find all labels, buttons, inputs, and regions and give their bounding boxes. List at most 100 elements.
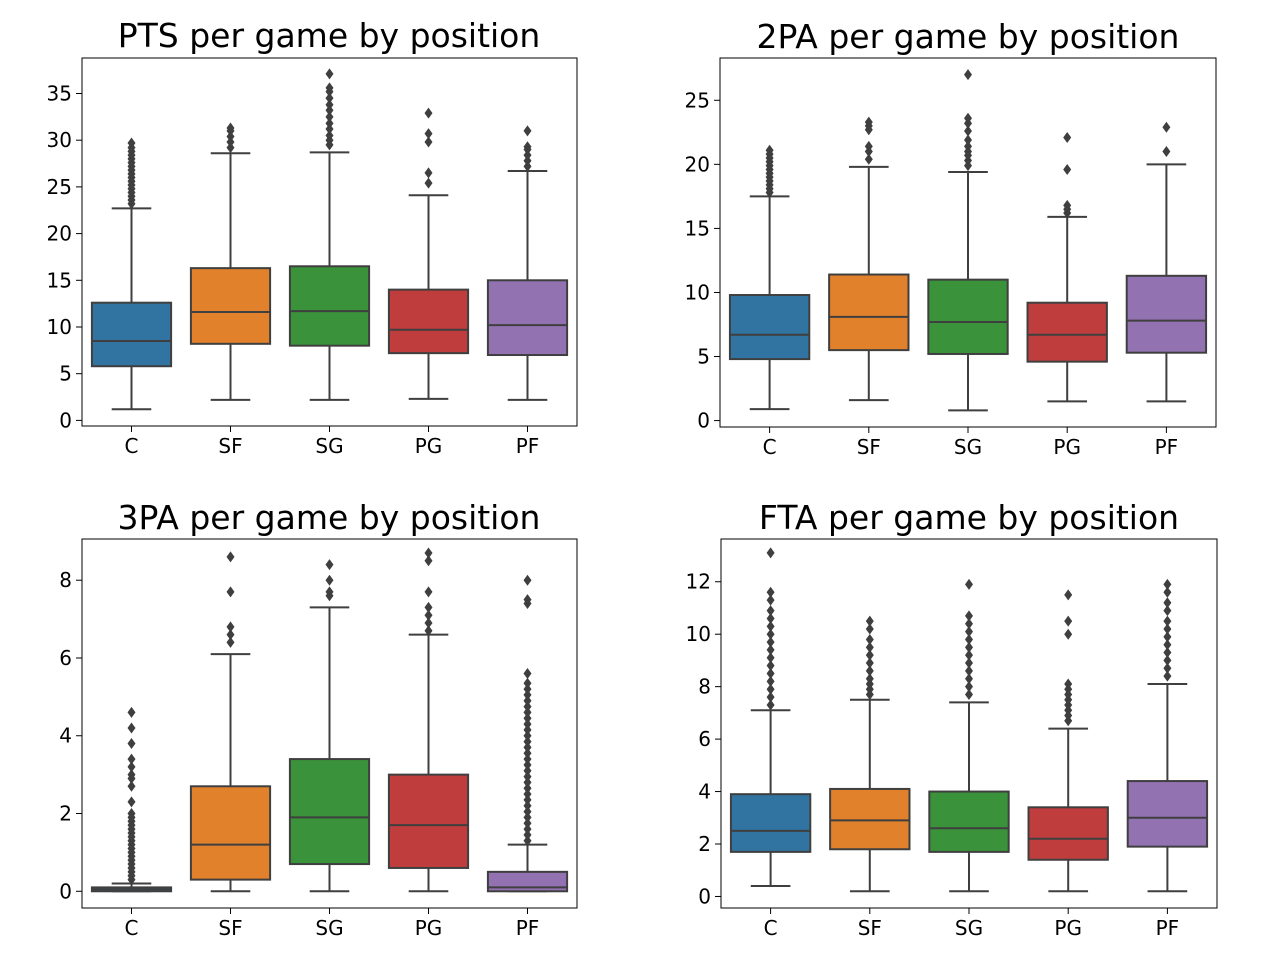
outlier-point [964,134,972,146]
outlier-point [523,160,532,172]
outlier-point [424,167,433,179]
box-sg [288,68,371,401]
y-tick-label: 2 [698,832,711,856]
outlier-point [127,706,136,718]
outlier-point [1163,662,1172,674]
outlier-point [766,594,775,606]
y-tick-label: 25 [685,88,710,112]
x-tick-label-pg: PG [1053,435,1081,459]
y-tick-label: 0 [698,884,711,908]
outlier-point [523,683,532,695]
x-tick-label-c: C [125,434,139,458]
outlier-point [226,621,235,633]
y-tick-label: 15 [47,268,72,292]
subplot-2pa: 2PA per game by position 0 5 10 15 20 25 C SF SG… [685,17,1217,459]
outlier-point [523,706,532,718]
box-pf [486,125,569,401]
box-sg [928,578,1010,893]
outlier-point [766,547,775,559]
y-tick-label: 5 [59,362,72,386]
y-axis: 0 2 4 6 8 10 12 [686,570,721,908]
y-axis: 0 2 4 6 8 [59,568,82,903]
outlier-point [1163,578,1172,590]
outlier-point [127,769,136,781]
x-tick-label-c: C [763,435,777,459]
outlier-point [766,683,775,695]
outlier-point [523,724,532,736]
outlier-point [127,753,136,765]
outlier-point [865,615,874,627]
outlier-point [1163,597,1172,609]
outlier-point [865,657,874,669]
x-tick-label-c: C [764,916,778,940]
outlier-point [965,657,973,669]
outlier-point [424,586,433,598]
outlier-point [965,673,973,685]
outlier-point [965,626,973,638]
outlier-point [325,68,334,80]
outlier-point [523,149,532,161]
y-axis: 0 5 10 15 20 25 30 35 [47,81,82,432]
outlier-point [325,117,334,129]
outlier-point [127,796,136,808]
outlier-point [864,153,873,165]
y-tick-label: 35 [47,81,72,105]
outlier-point [1063,131,1072,143]
outlier-point [523,829,532,841]
outlier-point [523,782,532,794]
y-tick-label: 8 [59,568,72,592]
y-tick-label: 0 [59,408,72,432]
outlier-point [865,623,874,635]
box-sg [927,69,1009,412]
box-pg [1027,589,1109,893]
x-tick-label-sg: SG [315,434,343,458]
outlier-point [766,644,775,656]
y-tick-label: 0 [59,879,72,903]
box-sf [189,122,272,401]
outlier-point [127,761,136,773]
outlier-point [523,794,532,806]
x-tick-label-sg: SG [315,916,343,940]
outlier-point [1064,628,1073,640]
outlier-point [1063,163,1072,175]
chart-title: FTA per game by position [759,498,1179,537]
y-axis: 0 5 10 15 20 25 [685,88,720,433]
outlier-point [424,547,433,559]
outlier-point [523,811,532,823]
outlier-point [325,559,334,571]
outlier-point [766,691,775,703]
iqr-box [927,278,1009,355]
outlier-point [1064,589,1073,601]
outlier-point [766,660,775,672]
outlier-point [424,601,433,613]
outlier-point [864,116,873,128]
subplot-3pa: 3PA per game by position 0 2 4 6 8 C SF SG PG PF [59,498,578,940]
y-tick-label: 4 [698,780,711,804]
outlier-point [965,633,973,645]
outlier-point [964,112,972,124]
iqr-box [387,773,470,869]
outlier-point [523,155,532,167]
outlier-point [965,610,973,622]
x-tick-label-sf: SF [857,435,881,459]
subplot-fta: FTA per game by position 0 2 4 6 8 10 12 C SF SG P… [686,498,1218,940]
outlier-point [766,699,775,711]
outlier-point [865,673,874,685]
outlier-point [965,618,973,630]
x-axis: C SF SG PG PF [764,908,1179,940]
x-tick-label-c: C [125,916,139,940]
y-tick-label: 8 [698,675,711,699]
outlier-point [523,668,532,680]
y-tick-label: 6 [698,727,711,751]
outlier-point [864,140,873,152]
outlier-point [523,800,532,812]
iqr-box [486,279,569,357]
outlier-point [523,141,532,153]
x-tick-label-pf: PF [516,916,540,940]
y-tick-label: 20 [47,222,72,246]
outlier-point [523,712,532,724]
x-tick-label-pf: PF [1155,435,1179,459]
outlier-point [325,586,334,598]
outlier-point [766,675,775,687]
outlier-point [965,681,973,693]
